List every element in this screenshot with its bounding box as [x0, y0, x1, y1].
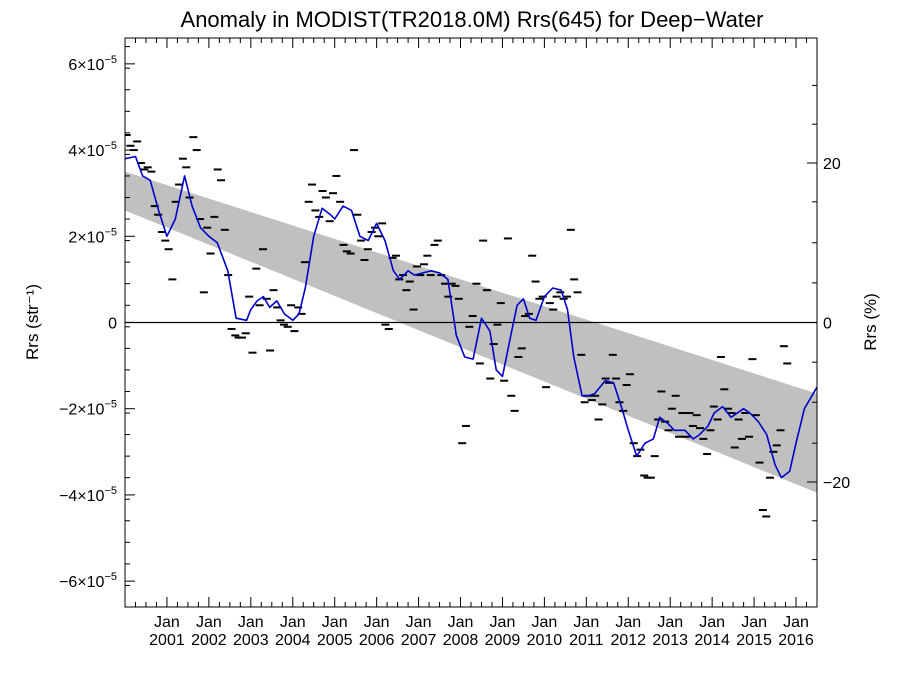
monthly-values-layer — [125, 133, 792, 518]
x-tick-year-label: 2006 — [359, 632, 395, 649]
x-tick-year-label: 2015 — [736, 632, 772, 649]
y-tick-label: 6×10−5 — [68, 54, 117, 74]
x-tick-month-label: Jan — [699, 614, 725, 631]
y-axis-label-left: Rrs (str⁻¹) — [23, 284, 42, 360]
y2-tick-label: 20 — [823, 156, 841, 173]
y2-tick-label: 0 — [823, 316, 832, 333]
x-tick-year-label: 2008 — [443, 632, 479, 649]
y-tick-label: 0 — [108, 316, 117, 333]
x-tick-month-label: Jan — [448, 614, 474, 631]
x-tick-year-label: 2001 — [149, 632, 185, 649]
x-tick-month-label: Jan — [615, 614, 641, 631]
x-tick-year-label: 2009 — [485, 632, 521, 649]
axes-layer: 6×10−5 4×10−5 2×10−5 0 −2×10−5 −4×10−5 −6×10−5… — [59, 37, 850, 649]
x-tick-month-label: Jan — [490, 614, 516, 631]
x-tick-month-label: Jan — [741, 614, 767, 631]
y-tick-label: −4×10−5 — [59, 485, 117, 505]
x-tick-year-label: 2010 — [527, 632, 563, 649]
smoothed-line-layer — [125, 155, 817, 479]
x-tick-year-label: 2014 — [694, 632, 730, 649]
y-axis-label-right: Rrs (%) — [861, 293, 880, 351]
x-tick-year-label: 2007 — [401, 632, 437, 649]
chart-title: Anomaly in MODIST(TR2018.0M) Rrs(645) fo… — [181, 7, 764, 32]
y-tick-label: −2×10−5 — [59, 399, 117, 419]
x-tick-year-label: 2013 — [652, 632, 688, 649]
x-tick-month-label: Jan — [322, 614, 348, 631]
x-tick-month-label: Jan — [280, 614, 306, 631]
x-tick-month-label: Jan — [154, 614, 180, 631]
y2-tick-label: −20 — [823, 475, 850, 492]
x-tick-year-label: 2011 — [569, 632, 604, 649]
y-tick-label: 2×10−5 — [68, 226, 117, 246]
x-tick-year-label: 2003 — [233, 632, 269, 649]
x-tick-month-label: Jan — [657, 614, 683, 631]
x-tick-year-label: 2005 — [317, 632, 353, 649]
x-tick-month-label: Jan — [238, 614, 264, 631]
x-tick-month-label: Jan — [364, 614, 390, 631]
y-tick-label: −6×10−5 — [59, 571, 117, 591]
trend-band-layer — [125, 171, 817, 493]
x-tick-month-label: Jan — [196, 614, 222, 631]
x-tick-month-label: Jan — [406, 614, 432, 631]
x-tick-month-label: Jan — [573, 614, 599, 631]
x-tick-year-label: 2016 — [778, 632, 814, 649]
smoothed-series-line — [125, 155, 817, 479]
trend-band — [125, 171, 817, 493]
x-tick-year-label: 2012 — [610, 632, 646, 649]
y-tick-label: 4×10−5 — [68, 140, 117, 160]
x-tick-year-label: 2004 — [275, 632, 311, 649]
x-tick-month-label: Jan — [783, 614, 809, 631]
x-tick-month-label: Jan — [531, 614, 557, 631]
x-tick-year-label: 2002 — [191, 632, 227, 649]
